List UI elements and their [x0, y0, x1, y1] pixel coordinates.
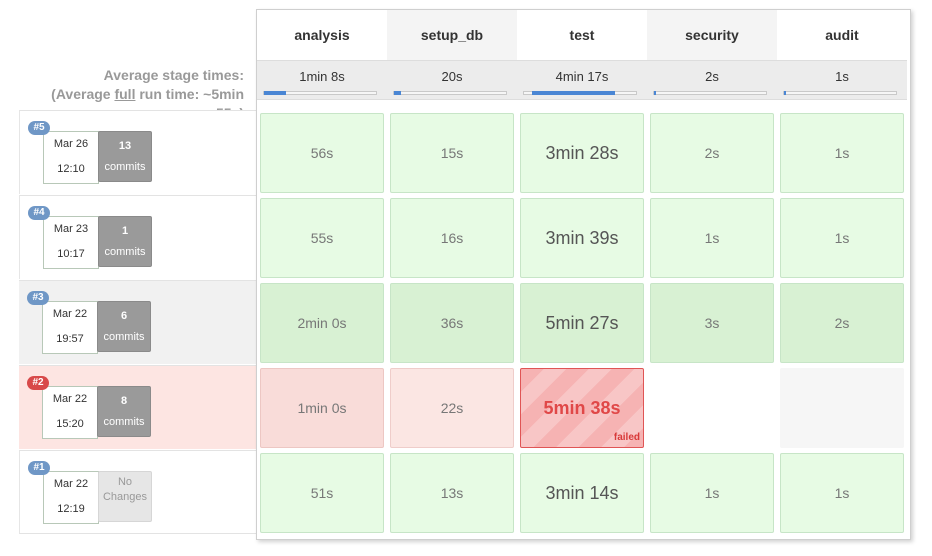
stage-cell[interactable]: 2min 0s: [260, 283, 384, 363]
build-row-3[interactable]: #3 Mar 22 19:57 6 commits: [19, 280, 256, 364]
stage-avg-time: 1s: [835, 69, 849, 84]
build-date-box: Mar 22 19:57: [42, 301, 98, 354]
build-row-5[interactable]: #5 Mar 26 12:10 13 commits: [19, 110, 256, 194]
stage-avg-bar-fill: [654, 91, 656, 95]
full-run-link: full: [114, 86, 136, 102]
commits-button[interactable]: 8 commits: [97, 386, 151, 437]
build-date: Mar 23: [53, 223, 89, 235]
stage-avg-audit: 1s: [777, 60, 907, 100]
stage-avg-time: 4min 17s: [555, 69, 609, 84]
stage-cell[interactable]: 2s: [650, 113, 774, 193]
build-row-4[interactable]: #4 Mar 23 10:17 1 commits: [19, 195, 256, 279]
commits-label: commits: [104, 161, 146, 173]
stage-avg-time: 20s: [441, 69, 463, 84]
stage-avg-bar: [523, 91, 637, 95]
stage-cell[interactable]: 1s: [650, 198, 774, 278]
commits-button[interactable]: 1 commits: [98, 216, 152, 267]
build-date-box: Mar 26 12:10: [43, 131, 99, 184]
build-date: Mar 26: [53, 138, 89, 150]
build-number-badge[interactable]: #5: [28, 121, 50, 135]
stage-avg-bar-fill: [784, 91, 786, 95]
stage-cell[interactable]: 2s: [780, 283, 904, 363]
build-time: 10:17: [57, 248, 85, 260]
build-time: 12:10: [57, 163, 85, 175]
build-number-badge[interactable]: #4: [28, 206, 50, 220]
commits-label: commits: [104, 246, 146, 258]
stage-cell[interactable]: 5min 27s: [520, 283, 644, 363]
failed-duration: 5min 38s: [543, 397, 621, 418]
average-stage-times-label: Average stage times: (Average full run t…: [24, 66, 244, 123]
stage-cell[interactable]: 16s: [390, 198, 514, 278]
stage-cell[interactable]: 1s: [780, 113, 904, 193]
stage-avg-bar-fill: [264, 91, 286, 95]
stage-view-table: analysis setup_db test security audit 1m…: [256, 9, 911, 540]
stage-cell[interactable]: 1s: [650, 453, 774, 533]
stage-cell-empty: [780, 368, 904, 448]
stage-cell-empty: [650, 368, 774, 448]
build-time: 12:19: [57, 503, 85, 515]
stage-header-security: security: [647, 10, 777, 60]
stage-avg-time: 2s: [705, 69, 719, 84]
stage-cell[interactable]: 22s: [390, 368, 514, 448]
build-date: Mar 22: [52, 393, 88, 405]
stage-cell[interactable]: 1s: [780, 198, 904, 278]
stage-avg-bar: [393, 91, 507, 95]
build-date-box: Mar 22 12:19: [43, 471, 99, 524]
build-time: 15:20: [56, 418, 84, 430]
build-row-2[interactable]: #2 Mar 22 15:20 8 commits: [19, 365, 256, 449]
build-date: Mar 22: [53, 478, 89, 490]
stage-cell[interactable]: 56s: [260, 113, 384, 193]
build-date-box: Mar 22 15:20: [42, 386, 98, 439]
no-changes-label: No Changes: [102, 476, 148, 503]
stage-cell[interactable]: 55s: [260, 198, 384, 278]
stage-avg-analysis: 1min 8s: [257, 60, 387, 100]
commits-count: 1: [121, 225, 129, 237]
stage-avg-setup-db: 20s: [387, 60, 517, 100]
stage-cell-failed[interactable]: 5min 38s failed: [520, 368, 644, 448]
commits-label: commits: [103, 416, 145, 428]
stage-avg-bar-fill: [532, 91, 615, 95]
build-time: 19:57: [56, 333, 84, 345]
commits-button[interactable]: 13 commits: [98, 131, 152, 182]
stage-header-setup-db: setup_db: [387, 10, 517, 60]
stage-avg-time: 1min 8s: [299, 69, 345, 84]
stage-header-audit: audit: [825, 27, 859, 43]
commits-count: 6: [120, 310, 128, 322]
stage-avg-test: 4min 17s: [517, 60, 647, 100]
failed-label: failed: [613, 432, 640, 443]
stage-cell[interactable]: 51s: [260, 453, 384, 533]
stage-avg-bar: [653, 91, 767, 95]
commits-count: 13: [118, 140, 132, 152]
stage-avg-bar: [783, 91, 897, 95]
average-label-line2: (Average full run time: ~5min: [51, 86, 244, 102]
stage-cell[interactable]: 3s: [650, 283, 774, 363]
build-date-box: Mar 23 10:17: [43, 216, 99, 269]
build-number-badge[interactable]: #3: [27, 291, 49, 305]
stage-avg-bar-fill: [394, 91, 401, 95]
stage-cell[interactable]: 15s: [390, 113, 514, 193]
commits-button[interactable]: 6 commits: [97, 301, 151, 352]
stage-cell[interactable]: 1min 0s: [260, 368, 384, 448]
stage-cell[interactable]: 13s: [390, 453, 514, 533]
stage-cell[interactable]: 1s: [780, 453, 904, 533]
build-date: Mar 22: [52, 308, 88, 320]
stage-avg-bar: [263, 91, 377, 95]
build-number-badge[interactable]: #2: [27, 376, 49, 390]
stage-cell[interactable]: 3min 39s: [520, 198, 644, 278]
stage-cell[interactable]: 3min 28s: [520, 113, 644, 193]
stage-cell[interactable]: 3min 14s: [520, 453, 644, 533]
stage-header-test: test: [569, 27, 595, 43]
commits-label: commits: [103, 331, 145, 343]
build-row-1[interactable]: #1 Mar 22 12:19 No Changes: [19, 450, 256, 534]
no-changes-box[interactable]: No Changes: [98, 471, 152, 522]
build-number-badge[interactable]: #1: [28, 461, 50, 475]
commits-count: 8: [120, 395, 128, 407]
average-label-line1: Average stage times:: [103, 67, 244, 83]
stage-avg-security: 2s: [647, 60, 777, 100]
stage-cell[interactable]: 36s: [390, 283, 514, 363]
stage-header-analysis: analysis: [294, 27, 350, 43]
